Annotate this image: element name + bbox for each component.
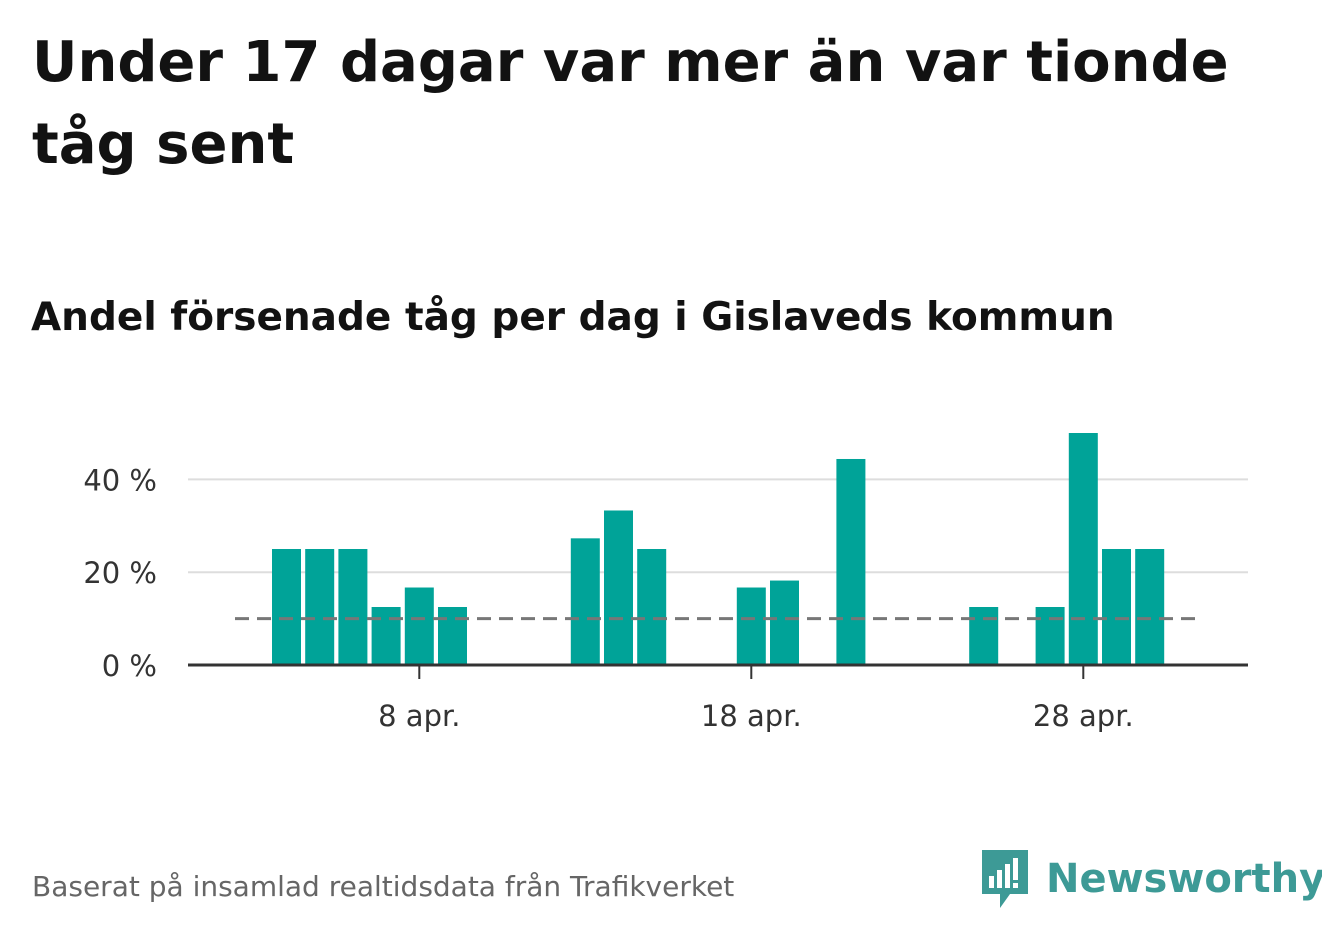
x-tick-label-1: 18 apr. — [701, 699, 802, 733]
y-tick-label-1: 20 % — [83, 556, 157, 590]
bar-4-apr — [272, 549, 301, 665]
logo-text: Newsworthy — [1046, 856, 1322, 902]
y-tick-label-2: 40 % — [83, 463, 157, 497]
chart-subtitle: Andel försenade tåg per dag i Gislaveds … — [31, 295, 1115, 340]
newsworthy-logo[interactable]: Newsworthy — [980, 848, 1322, 910]
x-tick-label-2: 28 apr. — [1033, 699, 1134, 733]
tick-labels: 8 apr. 18 apr. 28 apr. 0 % 20 % 40 % — [83, 463, 1133, 733]
chart-title: Under 17 dagar var mer än var tionde tåg… — [32, 30, 1229, 177]
bar-25-apr — [969, 607, 999, 665]
bar-15-apr — [637, 549, 667, 665]
bar-21-apr — [836, 458, 866, 665]
bar-30-apr — [1135, 549, 1165, 665]
bar-6-apr — [338, 549, 368, 665]
axes — [188, 663, 1248, 679]
bars — [235, 433, 1198, 665]
bar-13-apr — [570, 538, 600, 665]
bar-9-apr — [438, 607, 467, 665]
bar-28-apr — [1068, 433, 1098, 665]
bar-29-apr — [1102, 549, 1131, 665]
bar-8-apr — [404, 587, 434, 665]
bar-19-apr — [770, 580, 799, 665]
bar-7-apr — [371, 607, 401, 665]
x-tick-label-0: 8 apr. — [378, 699, 460, 733]
bar-5-apr — [305, 549, 335, 665]
newsworthy-logo-icon — [982, 850, 1028, 908]
source-note: Baserat på insamlad realtidsdata från Tr… — [32, 870, 735, 903]
y-tick-label-0: 0 % — [102, 649, 157, 683]
bar-14-apr — [604, 510, 633, 665]
bar-18-apr — [736, 587, 766, 665]
bar-27-apr — [1035, 607, 1065, 665]
